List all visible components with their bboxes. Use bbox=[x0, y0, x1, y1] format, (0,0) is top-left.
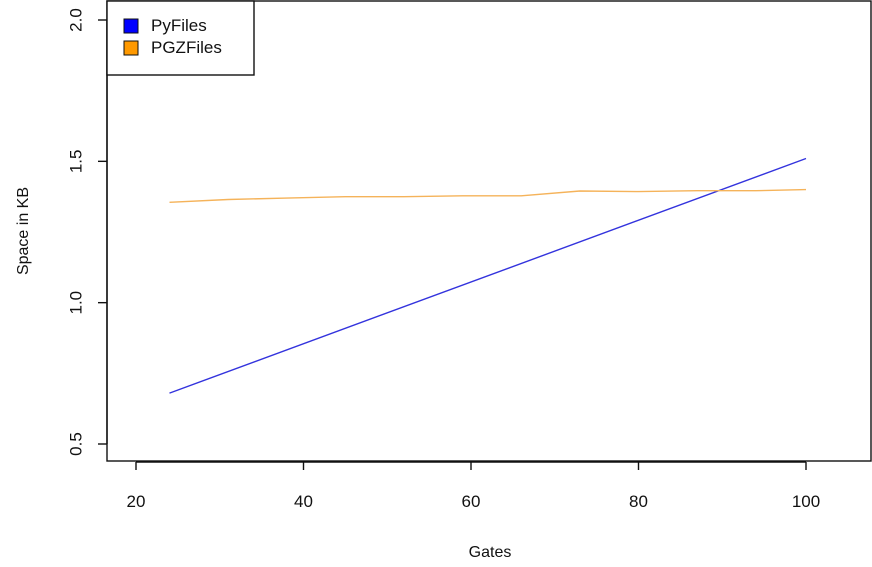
legend-label-pgzfiles: PGZFiles bbox=[151, 38, 222, 57]
series-line-pgzfiles bbox=[169, 188, 807, 204]
x-tick-label: 40 bbox=[294, 492, 313, 511]
y-tick-label: 1.5 bbox=[66, 150, 85, 174]
x-tick-label: 80 bbox=[629, 492, 648, 511]
y-tick-label: 0.5 bbox=[66, 432, 85, 456]
legend-label-pyfiles: PyFiles bbox=[151, 16, 207, 35]
y-tick-label: 1.0 bbox=[66, 291, 85, 315]
x-tick-label: 20 bbox=[127, 492, 146, 511]
x-tick-label: 100 bbox=[792, 492, 820, 511]
x-tick-label: 60 bbox=[462, 492, 481, 511]
y-axis-label: Space in KB bbox=[15, 187, 32, 275]
series-line-pyfiles bbox=[169, 157, 807, 394]
x-axis-label: Gates bbox=[469, 544, 512, 561]
legend-box bbox=[106, 0, 255, 76]
legend: PyFiles PGZFiles bbox=[106, 0, 255, 76]
legend-swatch-pgzfiles bbox=[123, 40, 139, 56]
legend-swatch-pyfiles bbox=[123, 18, 139, 34]
y-tick-label: 2.0 bbox=[66, 8, 85, 32]
